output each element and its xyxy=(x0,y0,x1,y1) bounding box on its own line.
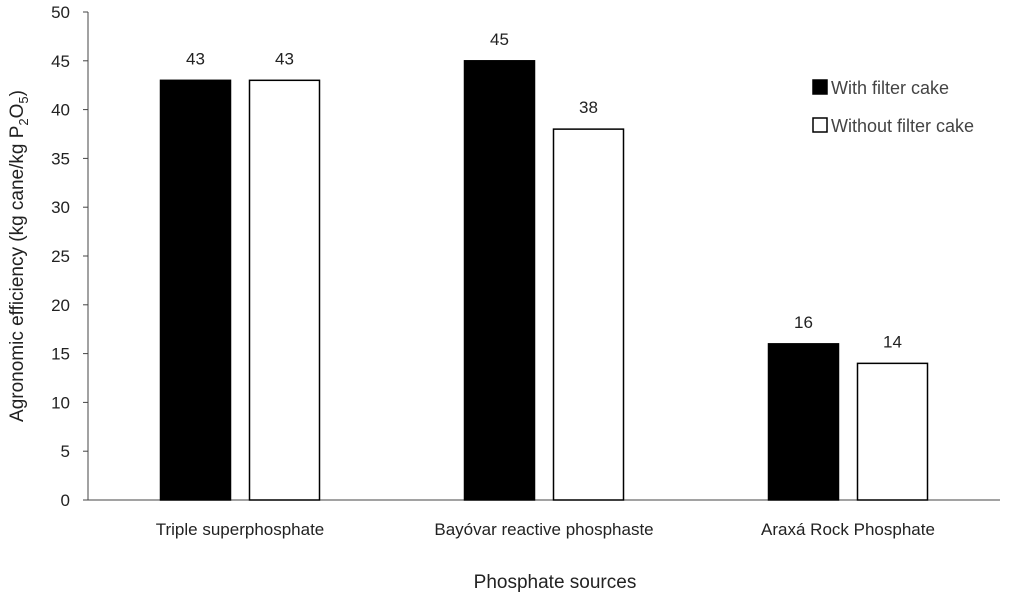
data-label: 16 xyxy=(794,313,813,332)
data-label: 14 xyxy=(883,332,902,351)
y-tick-label: 20 xyxy=(51,296,70,315)
y-tick-label: 0 xyxy=(61,491,70,510)
y-tick-label: 15 xyxy=(51,345,70,364)
data-label: 38 xyxy=(579,98,598,117)
bar xyxy=(856,362,929,501)
y-tick-label: 5 xyxy=(61,442,70,461)
x-tick-label: Araxá Rock Phosphate xyxy=(761,520,935,539)
bar xyxy=(159,79,232,501)
data-label: 45 xyxy=(490,30,509,49)
legend: With filter cake Without filter cake xyxy=(812,78,974,136)
x-axis: Triple superphosphate Bayóvar reactive ph… xyxy=(88,499,1000,539)
y-axis: 0 5 10 15 20 25 30 35 40 45 50 xyxy=(51,3,89,510)
y-tick-label: 30 xyxy=(51,198,70,217)
y-tick-label: 35 xyxy=(51,149,70,168)
y-tick-label: 45 xyxy=(51,52,70,71)
legend-swatch-without-filter-cake xyxy=(812,117,828,133)
bar xyxy=(463,60,536,501)
bar xyxy=(552,128,625,501)
bar xyxy=(767,343,840,501)
x-tick-label: Bayóvar reactive phosphaste xyxy=(434,520,653,539)
y-tick-label: 40 xyxy=(51,101,70,120)
bar xyxy=(248,79,321,501)
data-label: 43 xyxy=(186,49,205,68)
y-axis-title: Agronomic efficiency (kg cane/kg P2O5) xyxy=(7,90,31,422)
y-tick-label: 10 xyxy=(51,393,70,412)
legend-swatch-with-filter-cake xyxy=(812,79,828,95)
y-tick-label: 50 xyxy=(51,3,70,22)
legend-label-without-filter-cake: Without filter cake xyxy=(831,116,974,136)
y-tick-label: 25 xyxy=(51,247,70,266)
data-label: 43 xyxy=(275,49,294,68)
x-tick-label: Triple superphosphate xyxy=(156,520,325,539)
x-axis-title: Phosphate sources xyxy=(474,572,637,593)
bars xyxy=(159,60,929,501)
data-labels: 43 43 45 38 16 14 xyxy=(186,30,902,352)
legend-label-with-filter-cake: With filter cake xyxy=(831,78,949,98)
